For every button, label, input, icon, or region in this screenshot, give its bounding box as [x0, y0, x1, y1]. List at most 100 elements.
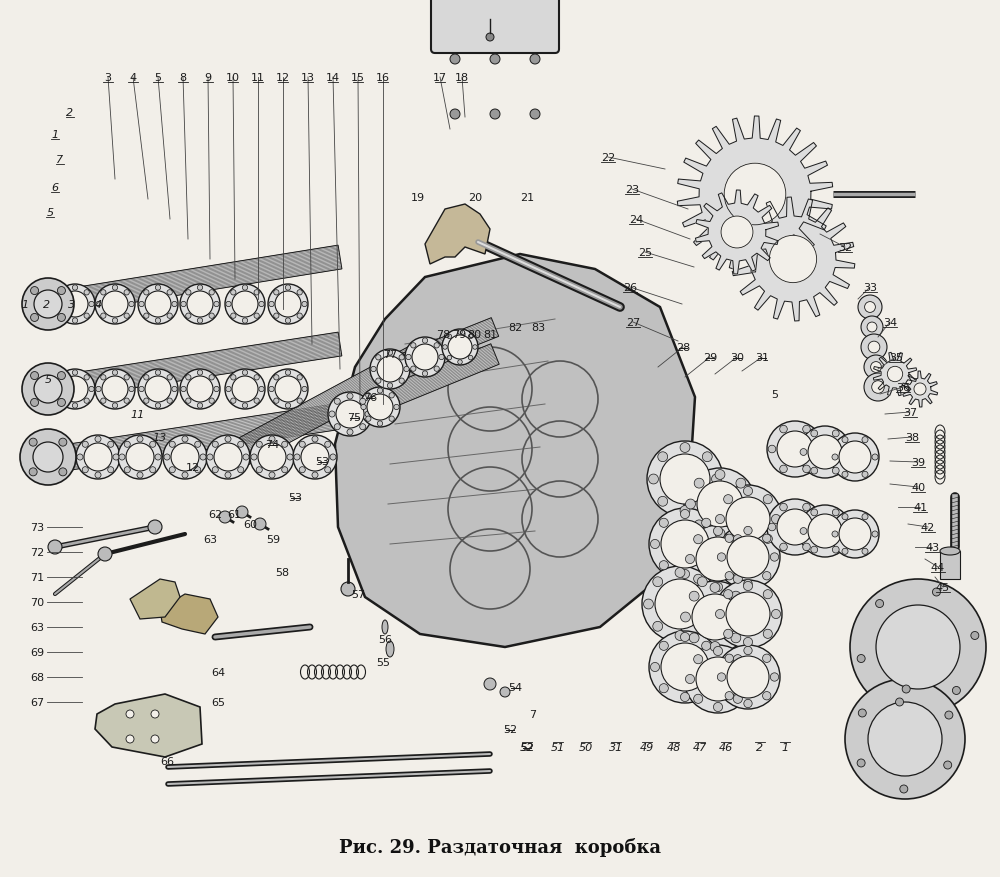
Circle shape: [680, 693, 690, 702]
Polygon shape: [425, 204, 490, 265]
Circle shape: [832, 454, 838, 460]
Circle shape: [387, 383, 393, 389]
Circle shape: [468, 335, 473, 339]
Circle shape: [112, 370, 118, 375]
Text: 37: 37: [903, 408, 917, 417]
Circle shape: [274, 314, 279, 319]
FancyBboxPatch shape: [431, 0, 559, 54]
Text: 48: 48: [667, 742, 681, 752]
Circle shape: [269, 302, 274, 307]
Circle shape: [702, 453, 712, 462]
Circle shape: [745, 500, 754, 510]
Text: 3: 3: [105, 73, 112, 83]
Text: 34: 34: [883, 317, 897, 328]
Circle shape: [715, 610, 725, 619]
Circle shape: [226, 387, 231, 392]
Circle shape: [865, 303, 875, 313]
Circle shape: [325, 442, 331, 448]
Text: 30: 30: [730, 353, 744, 362]
Circle shape: [62, 292, 88, 317]
Text: 63: 63: [30, 623, 44, 632]
Circle shape: [95, 473, 101, 479]
Circle shape: [411, 343, 416, 348]
Circle shape: [780, 503, 787, 511]
Circle shape: [780, 544, 787, 551]
Circle shape: [57, 372, 65, 380]
Circle shape: [971, 631, 979, 639]
Circle shape: [334, 399, 340, 405]
Circle shape: [209, 290, 214, 296]
Circle shape: [702, 684, 711, 693]
Circle shape: [404, 367, 409, 372]
Text: 28: 28: [676, 343, 690, 353]
Circle shape: [399, 355, 404, 360]
Circle shape: [377, 389, 383, 394]
Text: 16: 16: [376, 73, 390, 83]
Circle shape: [832, 531, 838, 538]
Circle shape: [660, 454, 710, 504]
Circle shape: [763, 496, 772, 504]
Text: 59: 59: [266, 534, 280, 545]
Circle shape: [692, 595, 738, 640]
Circle shape: [259, 302, 264, 307]
Circle shape: [763, 654, 771, 663]
Circle shape: [434, 343, 439, 348]
Circle shape: [274, 375, 279, 381]
Circle shape: [680, 510, 690, 519]
Circle shape: [642, 567, 718, 642]
Circle shape: [126, 444, 154, 472]
Circle shape: [944, 761, 952, 769]
Circle shape: [799, 426, 851, 479]
Text: 61: 61: [227, 510, 241, 519]
Circle shape: [468, 356, 473, 360]
Circle shape: [952, 687, 960, 695]
Circle shape: [155, 286, 161, 291]
Circle shape: [832, 546, 839, 553]
Circle shape: [275, 376, 301, 403]
Circle shape: [144, 314, 149, 319]
Circle shape: [647, 441, 723, 517]
Circle shape: [124, 467, 130, 474]
Circle shape: [112, 403, 118, 409]
Circle shape: [689, 633, 699, 643]
Circle shape: [299, 442, 305, 448]
Circle shape: [172, 302, 177, 307]
Circle shape: [868, 342, 880, 353]
Circle shape: [212, 467, 218, 474]
Circle shape: [250, 436, 294, 480]
Circle shape: [137, 437, 143, 443]
Circle shape: [195, 467, 201, 474]
Circle shape: [800, 528, 807, 535]
Circle shape: [96, 302, 101, 307]
Circle shape: [763, 535, 772, 544]
Circle shape: [653, 577, 663, 587]
Circle shape: [724, 590, 733, 599]
Circle shape: [89, 302, 94, 307]
Circle shape: [297, 314, 302, 319]
Circle shape: [422, 372, 428, 377]
Circle shape: [710, 663, 720, 672]
Circle shape: [800, 449, 807, 456]
Text: 12: 12: [276, 73, 290, 83]
Circle shape: [864, 355, 888, 380]
Text: 11: 11: [251, 73, 265, 83]
Bar: [213, 347, 422, 477]
Circle shape: [811, 546, 818, 553]
Circle shape: [777, 510, 813, 545]
Circle shape: [138, 369, 178, 410]
Circle shape: [861, 335, 887, 360]
Circle shape: [366, 417, 371, 422]
Circle shape: [450, 110, 460, 120]
Text: 60: 60: [243, 519, 257, 530]
Circle shape: [129, 302, 134, 307]
Circle shape: [680, 443, 690, 453]
Text: 50: 50: [579, 742, 593, 752]
Circle shape: [155, 370, 161, 375]
Circle shape: [422, 339, 428, 344]
Text: 22: 22: [601, 153, 615, 163]
Circle shape: [84, 375, 89, 381]
Circle shape: [650, 663, 660, 672]
Text: 62: 62: [208, 510, 222, 519]
Text: 46: 46: [719, 742, 733, 752]
Bar: [46, 332, 342, 402]
